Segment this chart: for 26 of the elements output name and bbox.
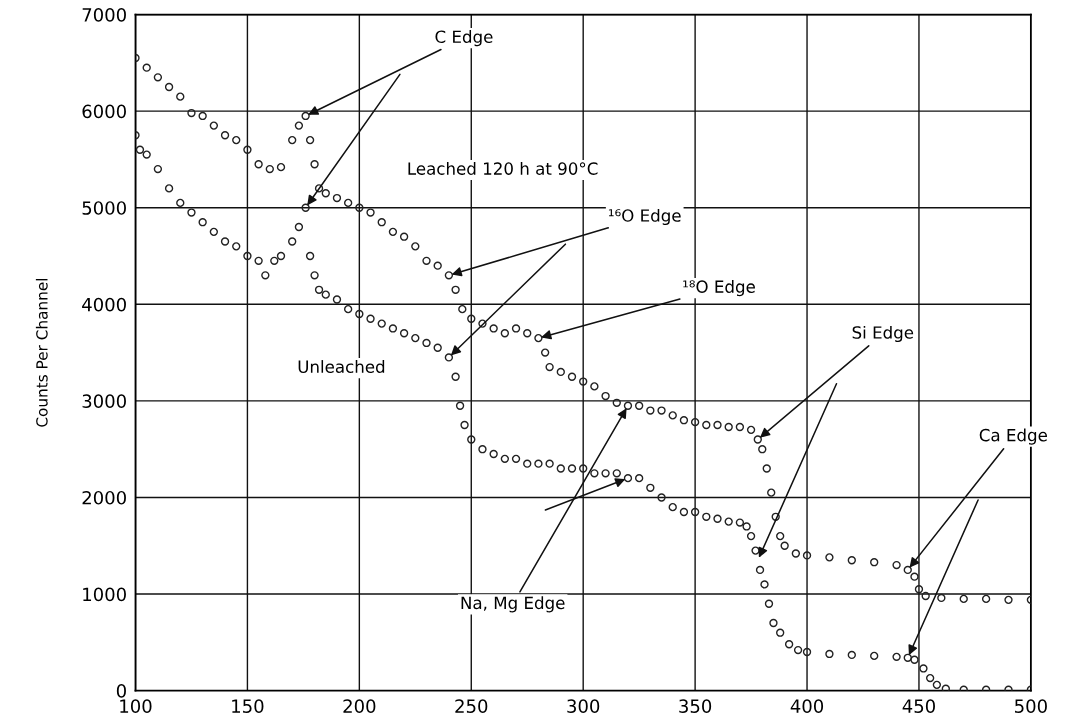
y-tick-label: 5000 — [82, 201, 126, 215]
y-tick-label: 7000 — [82, 8, 126, 22]
annotation: ¹⁸O Edge — [683, 280, 755, 297]
x-tick-label: 300 — [567, 699, 600, 713]
annotation: ¹⁶O Edge — [608, 208, 681, 226]
x-tick-label: 450 — [902, 699, 935, 713]
annotation: Ca Edge — [979, 428, 1047, 445]
y-tick-label: 1000 — [83, 587, 126, 602]
annotation: Leached 120 h at 90°C — [408, 161, 598, 175]
x-tick-label: 500 — [1015, 699, 1047, 713]
y-tick-label: 4000 — [82, 297, 126, 312]
annotation: Unleached — [298, 360, 385, 373]
x-tick-label: 100 — [120, 699, 152, 713]
x-tick-label: 150 — [232, 699, 264, 713]
y-axis-title: Counts Per Channel — [35, 278, 48, 427]
x-tick-label: 250 — [455, 699, 488, 713]
y-tick-label: 0 — [116, 684, 126, 698]
y-tick-label: 2000 — [82, 490, 126, 505]
annotation: Si Edge — [852, 325, 914, 343]
x-tick-label: 200 — [343, 699, 376, 713]
y-tick-label: 6000 — [82, 104, 126, 119]
x-tick-label: 350 — [679, 699, 712, 713]
x-tick-label: 400 — [790, 699, 824, 713]
y-tick-label: 3000 — [82, 394, 126, 409]
annotation: Na, Mg Edge — [461, 596, 565, 613]
annotation: C Edge — [435, 30, 493, 47]
